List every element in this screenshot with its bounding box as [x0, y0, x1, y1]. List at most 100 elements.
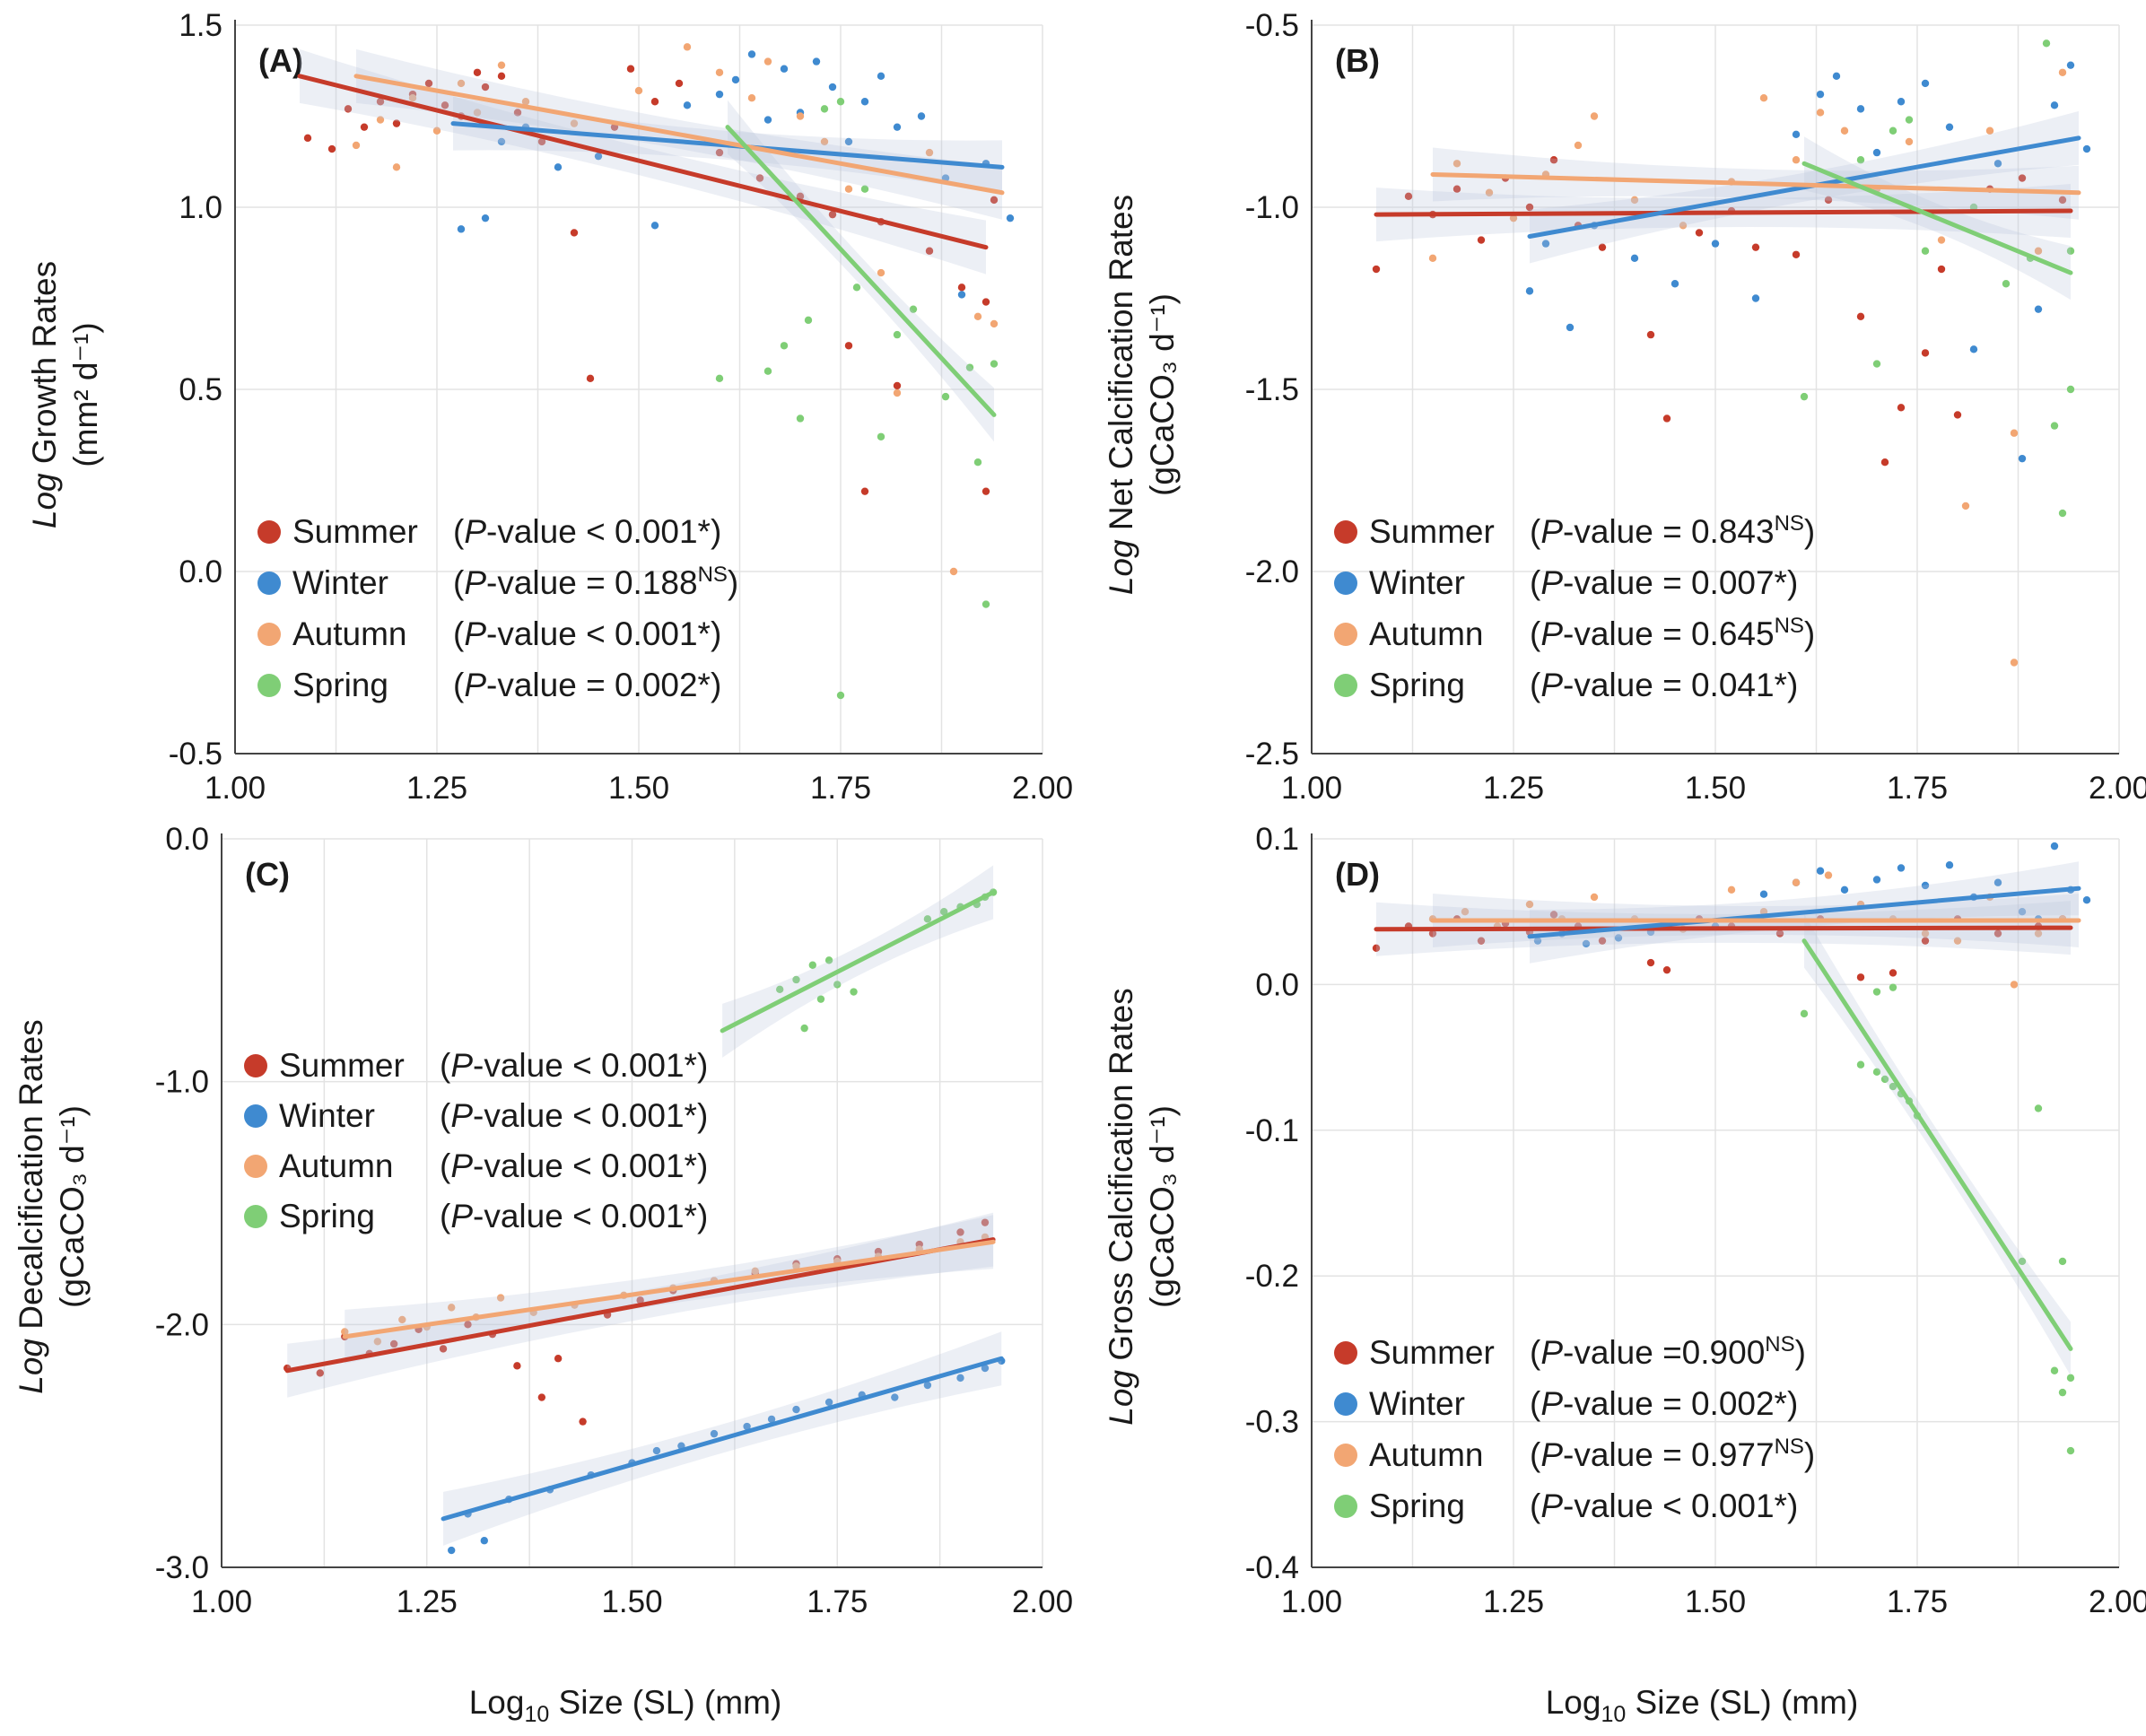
data-point [1921, 349, 1930, 357]
data-point [1630, 254, 1639, 263]
data-point [2066, 1374, 2075, 1383]
data-point [860, 487, 869, 495]
data-point [820, 137, 829, 146]
data-point [1525, 287, 1534, 295]
data-point [747, 50, 756, 58]
data-point [893, 381, 902, 390]
data-point [743, 1422, 751, 1431]
data-point [891, 1393, 899, 1401]
legend-marker-spring [244, 1205, 267, 1228]
data-point [521, 98, 530, 106]
legend-label-winter: Winter [1369, 564, 1465, 601]
data-point [877, 432, 885, 441]
data-point [1792, 130, 1801, 138]
data-point [473, 68, 482, 76]
data-point [2042, 39, 2051, 48]
data-point [715, 374, 724, 383]
legend-marker-summer [1334, 1341, 1357, 1365]
y-tick-label: -2.5 [1245, 737, 1299, 772]
data-point [820, 105, 829, 113]
fit-line-autumn [1430, 171, 2081, 196]
data-point [1872, 876, 1881, 884]
chart-panel-b: -2.5 -2.0 -1.5 -1.0 -0.5 1.00 1.25 1.50 1.75 2.00… [1103, 8, 2146, 806]
data-point [344, 105, 353, 113]
data-point [1662, 414, 1671, 423]
data-point [1905, 116, 1914, 124]
data-point [1993, 878, 2002, 886]
data-point [1549, 156, 1558, 164]
data-point [675, 79, 684, 88]
data-point [457, 79, 466, 88]
data-point [1880, 1075, 1889, 1084]
legend-pvalue-summer: (P-value =0.900NS) [1530, 1332, 1806, 1371]
data-point [554, 1355, 563, 1363]
legend-label-autumn: Autumn [1369, 1436, 1484, 1473]
data-point [804, 316, 813, 325]
data-point [981, 487, 990, 495]
data-point [1856, 312, 1865, 320]
data-point [2050, 101, 2059, 109]
data-point [594, 152, 603, 161]
data-point [2010, 659, 2019, 667]
data-point [303, 134, 312, 143]
data-point [877, 268, 885, 277]
data-point [763, 367, 772, 375]
data-point [1006, 214, 1015, 222]
data-point [1953, 411, 1962, 419]
data-point [1428, 929, 1437, 938]
data-point [376, 98, 385, 106]
data-point [1525, 900, 1534, 909]
legend-pvalue-winter: (P-value < 0.001*) [440, 1097, 708, 1134]
panels-group: -0.5 0.0 0.5 1.0 1.5 1.00 1.25 1.50 1.75 2.00 Log … [13, 8, 2146, 1619]
x-tick-label: 2.00 [2089, 1584, 2146, 1619]
data-point [1856, 1060, 1865, 1069]
data-point [941, 392, 950, 401]
y-tick-label: -2.0 [155, 1307, 209, 1342]
legend-marker-autumn [1334, 1444, 1357, 1467]
chart-panel-a: -0.5 0.0 0.5 1.0 1.5 1.00 1.25 1.50 1.75 2.00 Log … [26, 8, 1073, 806]
y-tick-label: -0.2 [1245, 1259, 1299, 1294]
data-point [1889, 126, 1897, 135]
fit-line-spring [720, 890, 996, 1034]
data-point [316, 1369, 324, 1377]
data-point [715, 148, 724, 157]
y-tick-label: -1.5 [1245, 372, 1299, 407]
data-point [1800, 392, 1809, 401]
data-point [836, 98, 845, 106]
chart-panel-c: -3.0 -2.0 -1.0 0.0 1.00 1.25 1.50 1.75 2.00 Log D… [13, 822, 1073, 1619]
panel-label: (D) [1335, 856, 1380, 893]
data-point [1792, 878, 1801, 886]
data-point [497, 72, 506, 81]
data-point [1792, 156, 1801, 164]
y-tick-label: 0.0 [179, 554, 222, 589]
data-point [457, 225, 466, 233]
x-tick-label: 1.75 [1887, 1584, 1948, 1619]
data-point [2058, 68, 2067, 76]
data-point [1945, 861, 1954, 869]
data-point [1590, 112, 1599, 120]
panel-label: (A) [258, 42, 303, 79]
legend-label-autumn: Autumn [1369, 615, 1484, 652]
data-point [828, 210, 837, 219]
data-point [579, 1418, 587, 1426]
x-tick-label: 2.00 [1012, 1584, 1073, 1619]
y-tick-label: -1.0 [155, 1065, 209, 1100]
x-tick-label: 1.50 [1685, 1584, 1746, 1619]
data-point [808, 961, 816, 969]
data-point [683, 101, 692, 109]
data-point [448, 1546, 456, 1555]
x-tick-label: 1.75 [1887, 771, 1948, 806]
legend-label-spring: Spring [279, 1198, 375, 1234]
data-point [1993, 929, 2002, 938]
data-point [1614, 934, 1623, 942]
data-point [2018, 908, 2027, 916]
data-point [957, 284, 966, 292]
y-axis-unit: (gCaCO₃ d⁻¹) [1144, 293, 1181, 496]
data-point [2066, 385, 2075, 394]
data-point [1679, 222, 1688, 230]
data-point [981, 298, 990, 306]
data-point [2082, 896, 2091, 904]
series-points-spring [1800, 983, 2075, 1455]
data-point [634, 86, 643, 95]
data-point [1671, 280, 1679, 288]
